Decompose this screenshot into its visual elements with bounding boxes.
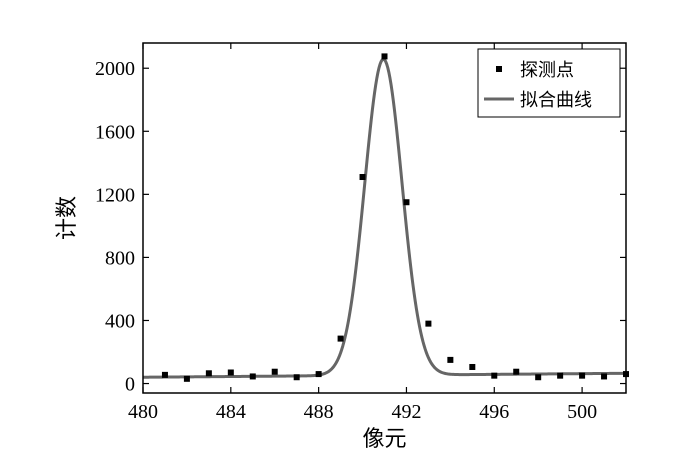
data-point <box>535 374 542 381</box>
data-point <box>271 368 278 375</box>
data-point <box>491 372 498 379</box>
axis-ticks <box>142 43 626 393</box>
tick-labels: 480 484 488 492 496 500 0 400 800 1200 1600 2000 <box>95 58 597 423</box>
data-point <box>293 374 300 381</box>
data-point <box>249 373 256 380</box>
data-point <box>337 335 344 342</box>
data-point <box>205 370 212 377</box>
series-layer <box>142 53 629 382</box>
data-point <box>227 369 234 376</box>
x-axis-title: 像元 <box>362 427 406 452</box>
fit-curve <box>142 57 627 379</box>
data-point <box>513 368 520 375</box>
y-tick-label: 1200 <box>95 184 135 206</box>
legend-label-fit: 拟合曲线 <box>520 90 592 111</box>
data-point <box>601 373 608 380</box>
y-tick-label: 800 <box>105 247 135 269</box>
y-tick-label: 2000 <box>95 58 135 80</box>
x-tick-label: 484 <box>216 401 246 423</box>
data-point <box>161 371 168 378</box>
data-point <box>557 372 564 379</box>
y-tick-label: 1600 <box>95 121 135 143</box>
data-point <box>425 320 432 327</box>
x-tick-label: 500 <box>567 401 597 423</box>
legend: 探测点 拟合曲线 <box>477 48 621 118</box>
x-tick-label: 488 <box>304 401 334 423</box>
data-point <box>447 356 454 363</box>
x-tick-label: 496 <box>479 401 509 423</box>
data-point <box>359 174 366 181</box>
x-tick-label: 480 <box>128 401 158 423</box>
data-point <box>315 371 322 378</box>
y-tick-label: 400 <box>105 310 135 332</box>
data-point <box>381 53 388 60</box>
data-point <box>403 199 410 206</box>
y-tick-label: 0 <box>125 374 135 396</box>
legend-label-points: 探测点 <box>520 60 574 81</box>
legend-box <box>477 48 621 118</box>
data-point <box>469 363 476 370</box>
plot-frame <box>142 42 627 394</box>
data-point <box>579 372 586 379</box>
x-tick-label: 492 <box>391 401 421 423</box>
data-point <box>183 375 190 382</box>
legend-marker-points <box>496 66 502 72</box>
y-axis-title: 计数 <box>55 196 80 240</box>
